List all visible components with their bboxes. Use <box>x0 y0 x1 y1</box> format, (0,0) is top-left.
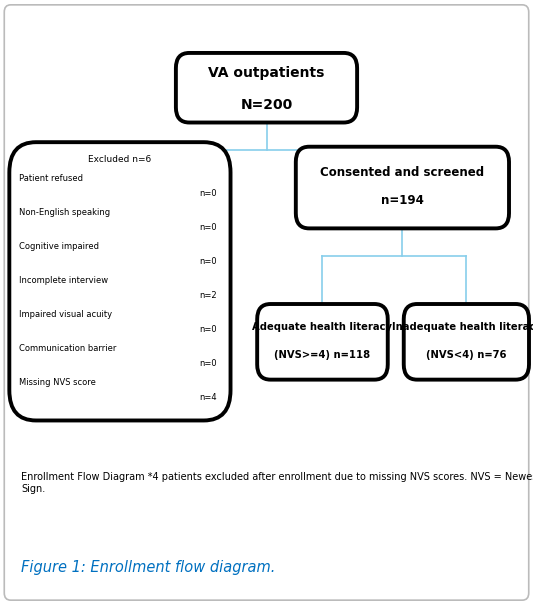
Text: Incomplete interview: Incomplete interview <box>19 276 108 285</box>
FancyBboxPatch shape <box>10 142 230 420</box>
Text: (NVS>=4) n=118: (NVS>=4) n=118 <box>274 350 370 360</box>
FancyBboxPatch shape <box>296 147 509 229</box>
Text: n=0: n=0 <box>199 359 217 368</box>
FancyBboxPatch shape <box>176 53 357 122</box>
Text: Missing NVS score: Missing NVS score <box>19 378 96 387</box>
FancyBboxPatch shape <box>404 304 529 380</box>
Text: (NVS<4) n=76: (NVS<4) n=76 <box>426 350 507 360</box>
FancyBboxPatch shape <box>257 304 388 380</box>
Text: Impaired visual acuity: Impaired visual acuity <box>19 310 112 319</box>
Text: n=2: n=2 <box>199 291 217 300</box>
Text: Excluded n=6: Excluded n=6 <box>88 155 151 163</box>
Text: VA outpatients: VA outpatients <box>208 65 325 80</box>
Text: n=0: n=0 <box>199 325 217 334</box>
Text: Adequate health literacy: Adequate health literacy <box>253 322 392 332</box>
Text: Enrollment Flow Diagram *4 patients excluded after enrollment due to missing NVS: Enrollment Flow Diagram *4 patients excl… <box>21 472 533 494</box>
Text: Consented and screened: Consented and screened <box>320 166 484 179</box>
Text: n=0: n=0 <box>199 257 217 266</box>
Text: Figure 1: Enrollment flow diagram.: Figure 1: Enrollment flow diagram. <box>21 560 276 575</box>
Text: Inadequate health literacy: Inadequate health literacy <box>392 322 533 332</box>
Text: N=200: N=200 <box>240 97 293 112</box>
Text: Non-English speaking: Non-English speaking <box>19 208 110 217</box>
Text: n=0: n=0 <box>199 223 217 232</box>
Text: n=0: n=0 <box>199 189 217 198</box>
Text: n=4: n=4 <box>199 393 217 402</box>
Text: Cognitive impaired: Cognitive impaired <box>19 241 99 250</box>
Text: Communication barrier: Communication barrier <box>19 344 116 353</box>
Text: Patient refused: Patient refused <box>19 174 83 183</box>
Text: n=194: n=194 <box>381 194 424 208</box>
